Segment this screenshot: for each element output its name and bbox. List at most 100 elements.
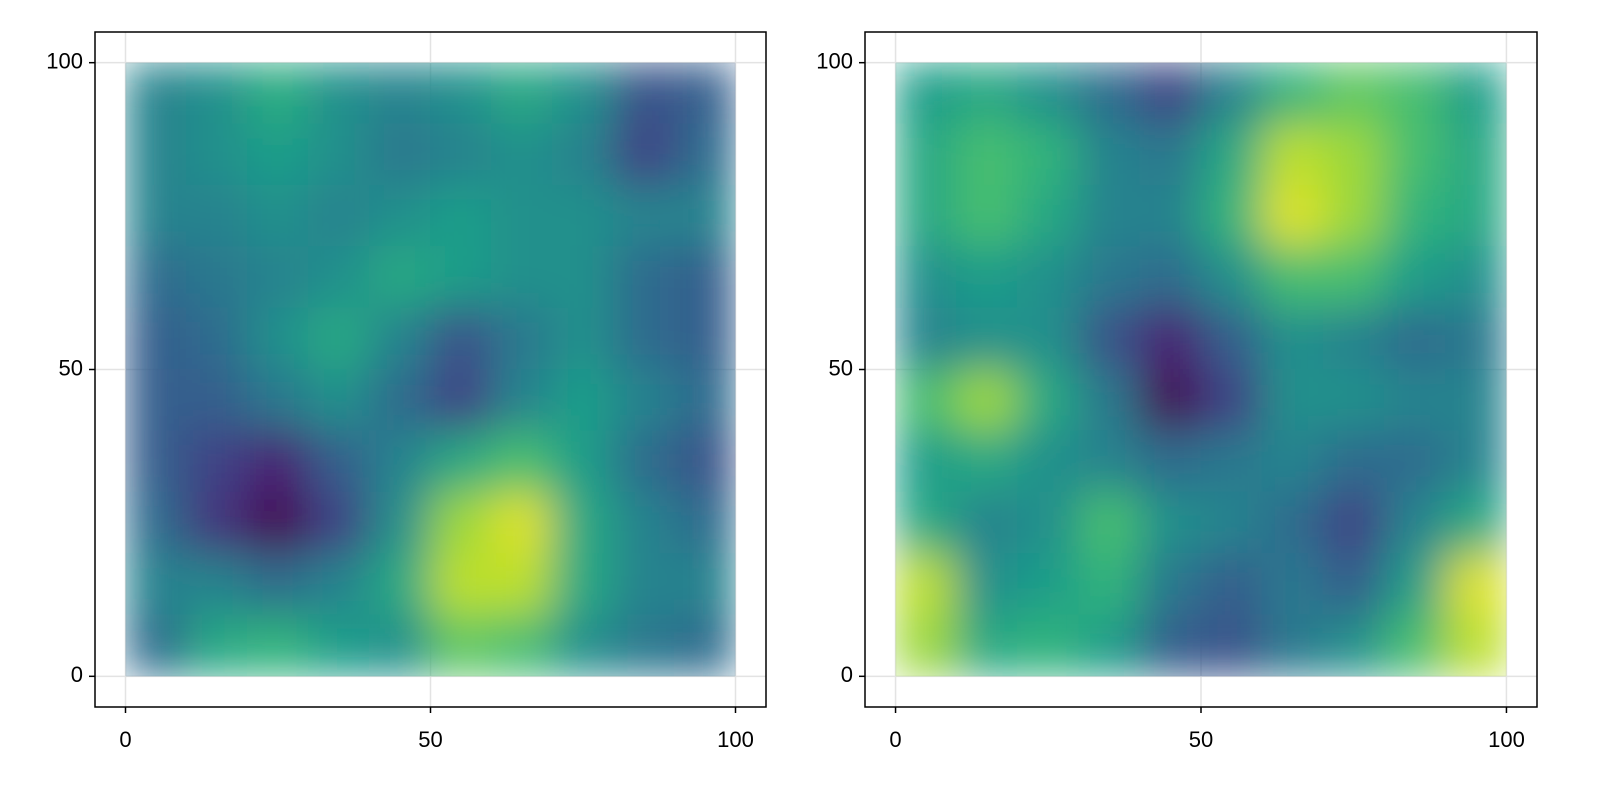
heatmap-cell — [125, 614, 187, 677]
heatmap-cell — [1383, 62, 1446, 125]
heatmap-cell — [674, 184, 736, 248]
heatmap-cell — [186, 614, 248, 677]
heatmap-cell — [1017, 553, 1080, 616]
heatmap-cell — [1017, 430, 1080, 493]
heatmap-cell — [956, 307, 1019, 370]
heatmap-cell — [1383, 123, 1446, 186]
x-tick-label: 50 — [1189, 727, 1213, 752]
heatmap-cell — [430, 246, 492, 309]
heatmap-cell — [186, 307, 248, 370]
heatmap-cell — [613, 614, 675, 677]
heatmap-cell — [674, 123, 736, 186]
heatmap-cell — [308, 430, 370, 493]
heatmap-cell — [491, 430, 553, 493]
heatmap — [125, 62, 736, 677]
heatmap-cell — [430, 307, 492, 370]
heatmap-cell — [308, 246, 370, 309]
x-tick-label: 100 — [717, 727, 754, 752]
heatmap-cell — [369, 369, 431, 432]
heatmap-cell — [1078, 369, 1141, 432]
heatmap-cell — [247, 62, 309, 125]
heatmap-cell — [430, 123, 492, 186]
heatmap-cell — [613, 491, 675, 555]
heatmap-cell — [613, 184, 675, 248]
heatmap-cell — [1078, 246, 1141, 309]
heatmap-cell — [956, 184, 1019, 248]
heatmap-cell — [1383, 491, 1446, 555]
heatmap-cell — [613, 246, 675, 309]
heatmap-cell — [552, 430, 614, 493]
heatmap-cell — [1444, 246, 1507, 309]
heatmap-cell — [1078, 62, 1141, 125]
heatmap-cell — [1383, 246, 1446, 309]
heatmap-cell — [186, 184, 248, 248]
heatmap-cell — [369, 184, 431, 248]
heatmap-cell — [1139, 614, 1202, 677]
heatmap-cell — [1200, 123, 1263, 186]
heatmap-cell — [491, 246, 553, 309]
heatmap-cell — [125, 246, 187, 309]
heatmap-cell — [1200, 369, 1263, 432]
heatmap-cell — [247, 430, 309, 493]
heatmap-cell — [308, 553, 370, 616]
heatmap-cell — [1383, 430, 1446, 493]
heatmap-cell — [430, 369, 492, 432]
heatmap-cell — [1383, 307, 1446, 370]
y-tick-label: 50 — [829, 355, 853, 380]
heatmap-cell — [1017, 307, 1080, 370]
heatmap-cell — [1322, 307, 1385, 370]
heatmap-cell — [247, 614, 309, 677]
heatmap-cell — [1139, 553, 1202, 616]
heatmap-cell — [1261, 491, 1324, 555]
heatmap-cells — [125, 62, 736, 677]
heatmap-cell — [247, 184, 309, 248]
heatmap-cell — [1078, 307, 1141, 370]
heatmap-cell — [895, 491, 958, 555]
heatmap-cell — [552, 491, 614, 555]
heatmap-cell — [895, 62, 958, 125]
heatmap-cell — [1261, 369, 1324, 432]
heatmap-cell — [1261, 184, 1324, 248]
heatmap-cell — [552, 184, 614, 248]
heatmap-cell — [895, 307, 958, 370]
x-tick-label: 0 — [119, 727, 131, 752]
heatmap-cell — [1444, 614, 1507, 677]
heatmap-cell — [369, 491, 431, 555]
y-tick-label: 100 — [46, 48, 83, 73]
heatmap-cell — [186, 369, 248, 432]
heatmap-cell — [1261, 553, 1324, 616]
heatmap-cell — [491, 553, 553, 616]
heatmap-cell — [1078, 430, 1141, 493]
heatmap-cells — [895, 62, 1507, 677]
x-tick-label: 50 — [418, 727, 442, 752]
heatmap-cell — [1261, 62, 1324, 125]
heatmap-cell — [430, 553, 492, 616]
heatmap-cell — [1078, 614, 1141, 677]
axes: 0 50 100 0 50 100 — [46, 31, 767, 752]
heatmap-cell — [491, 62, 553, 125]
y-tick-label: 50 — [59, 355, 83, 380]
heatmap-cell — [430, 491, 492, 555]
heatmap-cell — [1139, 62, 1202, 125]
y-tick-label: 0 — [841, 662, 853, 687]
heatmap-cell — [1322, 62, 1385, 125]
heatmap-cell — [956, 246, 1019, 309]
heatmap-cell — [674, 614, 736, 677]
heatmap-cell — [1383, 553, 1446, 616]
heatmap-cell — [1200, 553, 1263, 616]
heatmap-cell — [1017, 369, 1080, 432]
heatmap-cell — [674, 62, 736, 125]
heatmap-cell — [491, 614, 553, 677]
heatmap-cell — [491, 307, 553, 370]
heatmap-cell — [1200, 246, 1263, 309]
heatmap-cell — [369, 246, 431, 309]
y-tick-label: 0 — [71, 662, 83, 687]
heatmap-cell — [369, 553, 431, 616]
heatmap-cell — [369, 123, 431, 186]
heatmap-cell — [1383, 369, 1446, 432]
heatmap-cell — [1322, 123, 1385, 186]
heatmap-cell — [1444, 62, 1507, 125]
heatmap-cell — [1017, 614, 1080, 677]
heatmap-cell — [895, 430, 958, 493]
heatmap-cell — [552, 123, 614, 186]
